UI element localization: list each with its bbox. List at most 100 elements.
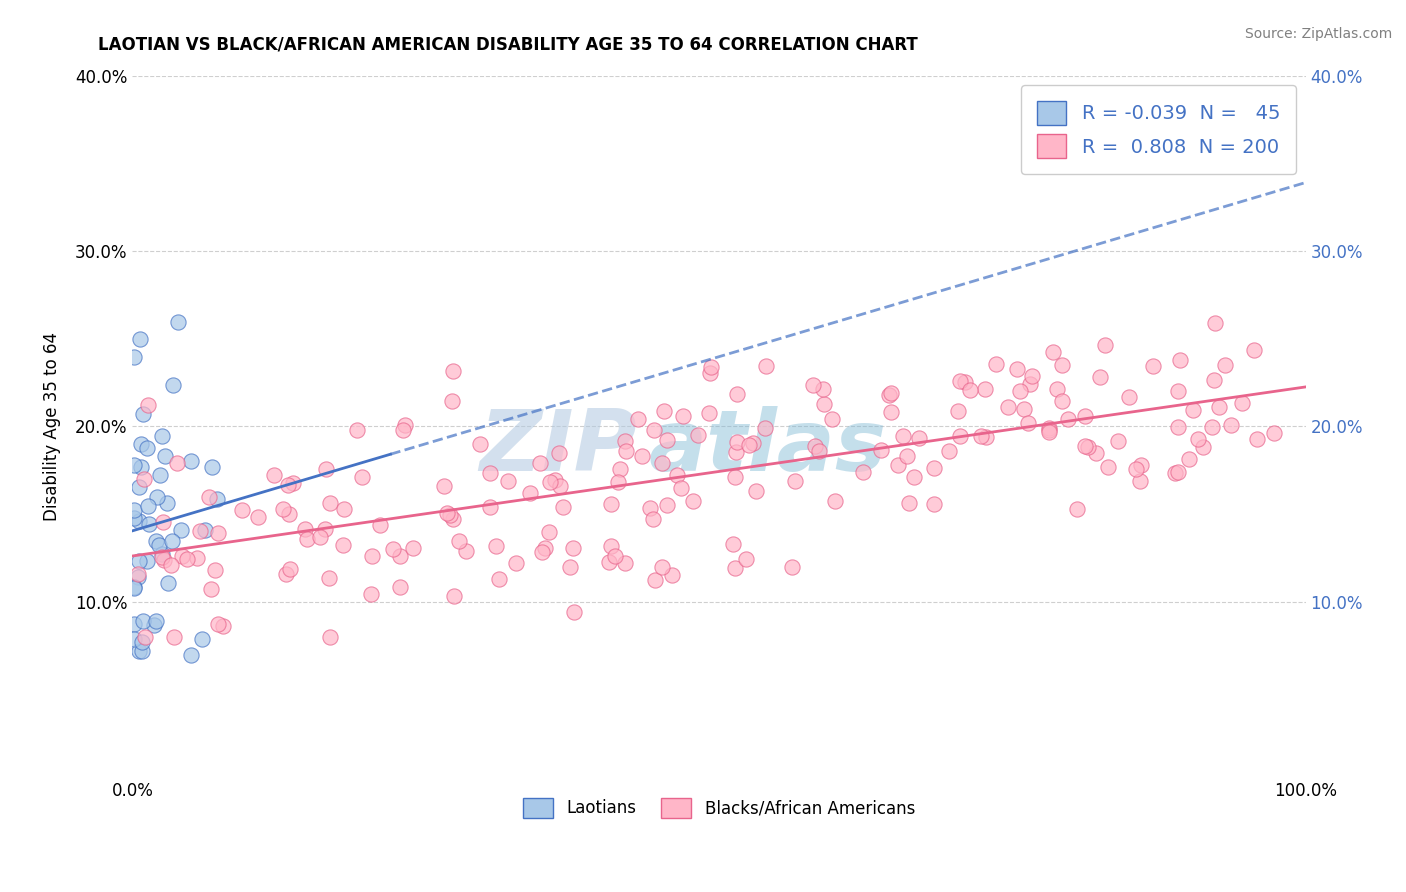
Point bbox=[150, 429, 173, 443]
Point bbox=[651, 456, 673, 470]
Point bbox=[200, 582, 222, 596]
Point bbox=[614, 443, 637, 458]
Point bbox=[959, 383, 981, 397]
Point bbox=[1204, 316, 1226, 330]
Point bbox=[1220, 417, 1243, 432]
Point bbox=[974, 382, 997, 396]
Point bbox=[1168, 353, 1191, 368]
Point bbox=[613, 434, 636, 449]
Point bbox=[441, 364, 464, 378]
Point bbox=[1038, 424, 1060, 438]
Point bbox=[332, 538, 354, 552]
Point bbox=[531, 545, 554, 559]
Point bbox=[697, 406, 720, 420]
Point bbox=[315, 461, 337, 475]
Point bbox=[496, 474, 519, 488]
Point bbox=[212, 619, 235, 633]
Point bbox=[276, 566, 298, 581]
Point bbox=[122, 632, 145, 647]
Point bbox=[1263, 425, 1285, 440]
Point bbox=[1202, 373, 1225, 387]
Point bbox=[170, 524, 193, 538]
Point bbox=[1187, 432, 1209, 446]
Point bbox=[186, 551, 208, 566]
Point bbox=[1129, 458, 1152, 472]
Point bbox=[824, 493, 846, 508]
Point bbox=[132, 407, 155, 421]
Point bbox=[974, 430, 997, 444]
Point bbox=[128, 554, 150, 568]
Point bbox=[194, 523, 217, 537]
Point bbox=[278, 561, 301, 575]
Point bbox=[984, 358, 1007, 372]
Point bbox=[318, 571, 340, 585]
Point bbox=[1128, 474, 1150, 488]
Point bbox=[801, 378, 824, 392]
Point bbox=[456, 543, 478, 558]
Point bbox=[1125, 461, 1147, 475]
Point bbox=[953, 375, 976, 389]
Point bbox=[669, 481, 692, 495]
Point bbox=[538, 475, 561, 489]
Point bbox=[122, 581, 145, 595]
Point bbox=[550, 479, 572, 493]
Point bbox=[598, 555, 620, 569]
Point bbox=[1074, 439, 1097, 453]
Point bbox=[432, 479, 454, 493]
Point bbox=[1056, 412, 1078, 426]
Point bbox=[129, 332, 152, 346]
Point bbox=[852, 465, 875, 479]
Point bbox=[627, 411, 650, 425]
Point bbox=[346, 424, 368, 438]
Point bbox=[308, 530, 330, 544]
Point bbox=[370, 518, 392, 533]
Point bbox=[436, 507, 458, 521]
Point bbox=[122, 350, 145, 364]
Point bbox=[360, 587, 382, 601]
Point bbox=[443, 589, 465, 603]
Point bbox=[277, 507, 299, 521]
Point bbox=[551, 500, 574, 514]
Point bbox=[724, 444, 747, 458]
Point bbox=[1038, 421, 1060, 435]
Point bbox=[655, 498, 678, 512]
Point bbox=[388, 581, 411, 595]
Point bbox=[887, 458, 910, 473]
Point bbox=[638, 501, 661, 516]
Point bbox=[131, 460, 153, 475]
Point bbox=[813, 382, 835, 396]
Point bbox=[176, 551, 198, 566]
Point bbox=[143, 617, 166, 632]
Point bbox=[352, 469, 374, 483]
Point bbox=[700, 359, 723, 374]
Point bbox=[938, 444, 960, 458]
Point bbox=[128, 644, 150, 658]
Point bbox=[644, 573, 666, 587]
Legend: Laotians, Blacks/African Americans: Laotians, Blacks/African Americans bbox=[516, 791, 921, 824]
Point bbox=[1208, 401, 1230, 415]
Point bbox=[1090, 370, 1112, 384]
Point bbox=[903, 470, 925, 484]
Point bbox=[153, 449, 176, 463]
Point bbox=[754, 421, 776, 435]
Point bbox=[1046, 382, 1069, 396]
Point bbox=[156, 496, 179, 510]
Point bbox=[145, 614, 167, 628]
Point bbox=[149, 467, 172, 482]
Point bbox=[1118, 390, 1140, 404]
Point bbox=[600, 497, 623, 511]
Point bbox=[558, 559, 581, 574]
Point bbox=[281, 475, 304, 490]
Point bbox=[1097, 459, 1119, 474]
Point bbox=[682, 494, 704, 508]
Point bbox=[1010, 384, 1032, 399]
Point bbox=[138, 517, 160, 532]
Point bbox=[271, 502, 294, 516]
Point bbox=[388, 549, 411, 563]
Point bbox=[478, 466, 501, 480]
Point bbox=[1201, 420, 1223, 434]
Point bbox=[1167, 465, 1189, 479]
Point bbox=[127, 566, 149, 581]
Point bbox=[128, 515, 150, 529]
Point bbox=[231, 503, 253, 517]
